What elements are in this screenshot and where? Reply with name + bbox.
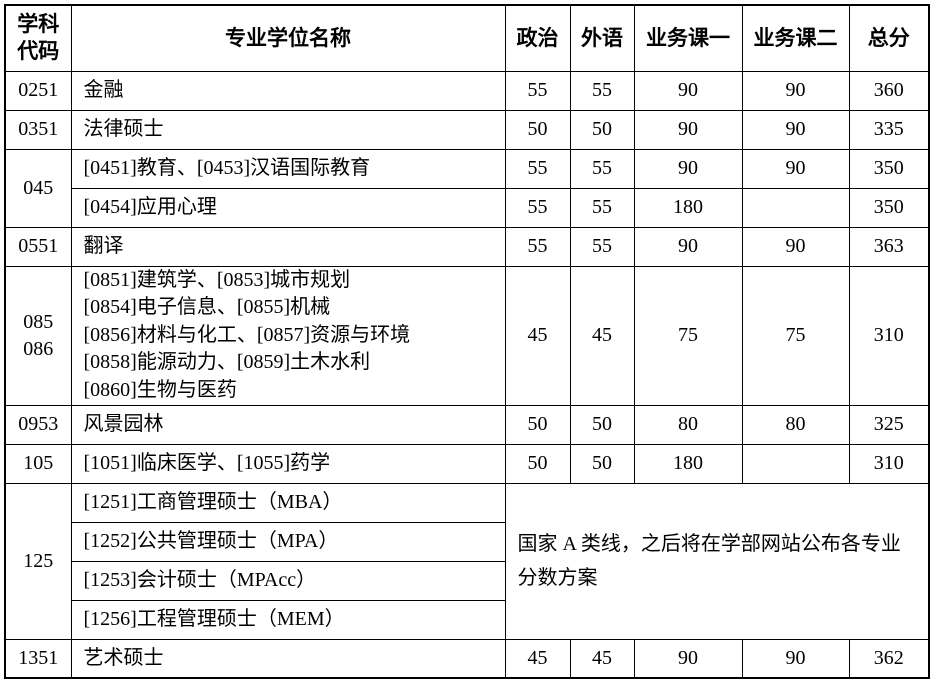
header-row: 学科 代码 专业学位名称 政治 外语 业务课一 业务课二 总分 xyxy=(4,4,930,72)
degree-name: 法律硕士 xyxy=(70,109,506,150)
course1-score: 90 xyxy=(633,70,743,111)
total-score: 310 xyxy=(848,443,930,484)
course2-score: 90 xyxy=(741,226,850,267)
header-politics: 政治 xyxy=(504,4,571,72)
degree-name: [1256]工程管理硕士（MEM） xyxy=(70,599,506,640)
foreign-score: 55 xyxy=(569,226,635,267)
degree-name: [0454]应用心理 xyxy=(70,187,506,228)
total-score: 350 xyxy=(848,187,930,228)
course1-score: 80 xyxy=(633,404,743,445)
politics-score: 50 xyxy=(504,443,571,484)
header-course1: 业务课一 xyxy=(633,4,743,72)
total-score: 363 xyxy=(848,226,930,267)
degree-name: 艺术硕士 xyxy=(70,638,506,679)
subject-code: 0953 xyxy=(4,404,72,445)
course2-score: 80 xyxy=(741,404,850,445)
foreign-score: 55 xyxy=(569,148,635,189)
degree-name: 翻译 xyxy=(70,226,506,267)
header-foreign-language: 外语 xyxy=(569,4,635,72)
course2-score: 90 xyxy=(741,638,850,679)
header-course2: 业务课二 xyxy=(741,4,850,72)
course2-score: 75 xyxy=(741,265,850,406)
degree-name: [1253]会计硕士（MPAcc） xyxy=(70,560,506,601)
politics-score: 50 xyxy=(504,404,571,445)
foreign-score: 50 xyxy=(569,109,635,150)
footer-dot: . xyxy=(464,671,468,681)
course1-score: 75 xyxy=(633,265,743,406)
total-score: 335 xyxy=(848,109,930,150)
total-score: 362 xyxy=(848,638,930,679)
table-row: 0251 金融 55 55 90 90 360 xyxy=(4,70,930,111)
course1-score: 90 xyxy=(633,226,743,267)
subject-code: 125 xyxy=(4,482,72,640)
course2-score: 90 xyxy=(741,70,850,111)
total-score: 360 xyxy=(848,70,930,111)
admission-score-table: 学科 代码 专业学位名称 政治 外语 业务课一 业务课二 总分 0251 金融 … xyxy=(4,4,930,679)
politics-score: 55 xyxy=(504,226,571,267)
subject-code: 045 xyxy=(4,148,72,228)
degree-name: 金融 xyxy=(70,70,506,111)
course2-score: 90 xyxy=(741,109,850,150)
degree-name: [1252]公共管理硕士（MPA） xyxy=(70,521,506,562)
course1-score: 90 xyxy=(633,638,743,679)
total-score: 350 xyxy=(848,148,930,189)
table-row: [0454]应用心理 55 55 180 350 xyxy=(5,187,930,228)
course2-score xyxy=(741,443,850,484)
table-row: [1253]会计硕士（MPAcc） xyxy=(5,560,929,601)
politics-score: 45 xyxy=(504,265,571,406)
subject-code: 0351 xyxy=(4,109,72,150)
header-total: 总分 xyxy=(848,4,930,72)
degree-name: [1251]工商管理硕士（MBA） xyxy=(70,482,506,523)
subject-code: 0251 xyxy=(4,70,72,111)
course1-score: 180 xyxy=(633,443,743,484)
degree-name: [0451]教育、[0453]汉语国际教育 xyxy=(70,148,506,189)
politics-score: 45 xyxy=(504,638,571,679)
document-page: 学科 代码 专业学位名称 政治 外语 业务课一 业务课二 总分 0251 金融 … xyxy=(0,4,932,681)
table-row: 0351 法律硕士 50 50 90 90 335 xyxy=(4,109,930,150)
header-subject-code: 学科 代码 xyxy=(4,4,72,72)
course1-score: 90 xyxy=(633,148,743,189)
foreign-score: 50 xyxy=(569,404,635,445)
table-row: 085 086 [0851]建筑学、[0853]城市规划 [0854]电子信息、… xyxy=(4,265,930,406)
total-score: 325 xyxy=(848,404,930,445)
table-row: 1351 艺术硕士 45 45 90 90 362 xyxy=(4,638,930,679)
degree-name: 风景园林 xyxy=(70,404,506,445)
table-row: 105 [1051]临床医学、[1055]药学 50 50 180 310 xyxy=(4,443,930,484)
course2-score xyxy=(741,187,850,228)
politics-score: 55 xyxy=(504,148,571,189)
course1-score: 180 xyxy=(633,187,743,228)
foreign-score: 50 xyxy=(569,443,635,484)
degree-name: [1051]临床医学、[1055]药学 xyxy=(70,443,506,484)
subject-code: 1351 xyxy=(4,638,72,679)
politics-score: 55 xyxy=(504,187,571,228)
table-row: 045 [0451]教育、[0453]汉语国际教育 55 55 90 90 35… xyxy=(4,148,930,228)
table-row: 0551 翻译 55 55 90 90 363 xyxy=(4,226,930,267)
politics-score: 50 xyxy=(504,109,571,150)
course2-score: 90 xyxy=(741,148,850,189)
course1-score: 90 xyxy=(633,109,743,150)
subject-code: 105 xyxy=(4,443,72,484)
total-score: 310 xyxy=(848,265,930,406)
foreign-score: 45 xyxy=(569,265,635,406)
table-row: 125 [1251]工商管理硕士（MBA） 国家 A 类线，之后将在学部网站公布… xyxy=(4,482,930,640)
foreign-score: 55 xyxy=(569,187,635,228)
table-row: [1252]公共管理硕士（MPA） xyxy=(5,521,929,562)
table-row: 0953 风景园林 50 50 80 80 325 xyxy=(4,404,930,445)
subject-code: 085 086 xyxy=(4,265,72,406)
header-degree-name: 专业学位名称 xyxy=(70,4,506,72)
politics-score: 55 xyxy=(504,70,571,111)
degree-name: [0851]建筑学、[0853]城市规划 [0854]电子信息、[0855]机械… xyxy=(70,265,506,406)
foreign-score: 55 xyxy=(569,70,635,111)
foreign-score: 45 xyxy=(569,638,635,679)
national-line-note: 国家 A 类线，之后将在学部网站公布各专业分数方案 xyxy=(504,482,930,640)
subject-code: 0551 xyxy=(4,226,72,267)
